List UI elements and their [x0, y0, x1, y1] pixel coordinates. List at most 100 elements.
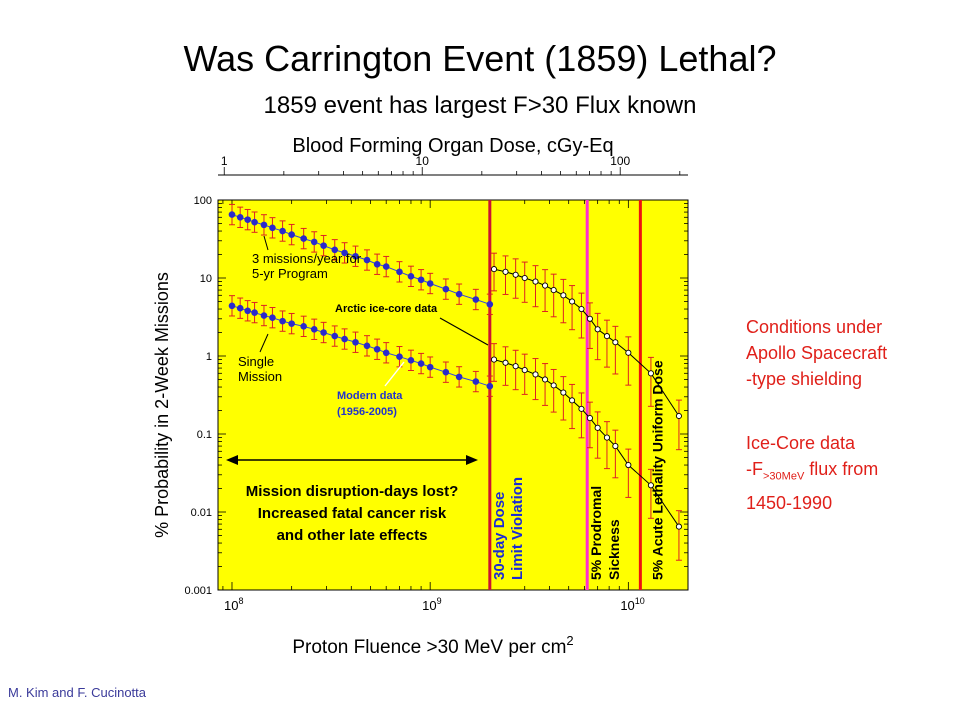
y-tick-label: 0.01 — [191, 507, 212, 519]
top-tick-label: 10 — [416, 154, 430, 168]
data-point — [331, 332, 339, 340]
data-point — [586, 315, 593, 322]
data-point — [279, 227, 286, 235]
data-point — [550, 382, 557, 389]
plot-area — [217, 199, 689, 591]
data-point — [300, 235, 307, 242]
data-point — [560, 292, 567, 299]
annotation-single-mission: Mission — [238, 369, 282, 384]
ice-core-note-line2: -F>30MeV flux from — [746, 459, 879, 483]
data-point — [382, 349, 390, 357]
data-point — [455, 290, 463, 298]
data-point — [341, 335, 348, 343]
data-point — [472, 296, 480, 303]
data-point — [269, 224, 276, 232]
data-point — [300, 323, 307, 330]
threshold-label-text: 30-day Dose — [491, 492, 508, 580]
data-point — [594, 326, 601, 333]
x-tick-label: 109 — [422, 596, 441, 613]
y-axis-title: % Probability in 2-Week Missions — [152, 272, 172, 538]
data-point — [521, 274, 528, 282]
data-point — [417, 360, 425, 367]
threshold-label-text: Limit Violation — [509, 477, 526, 580]
threshold-label: 5% Prodromal Sickness — [588, 486, 622, 580]
range-arrow-head — [466, 455, 478, 465]
data-point — [407, 357, 415, 364]
disruption-annotation: Increased fatal cancer risk — [258, 505, 447, 522]
data-point — [341, 249, 348, 257]
data-point — [244, 307, 251, 315]
data-point — [373, 345, 381, 353]
ice-core-note-line1: Ice-Core data — [746, 433, 856, 453]
data-point — [244, 216, 251, 223]
data-point — [228, 211, 236, 218]
annotation-three-missions: 3 missions/year for — [252, 251, 362, 266]
data-point — [578, 405, 585, 412]
y-tick-label: 100 — [194, 195, 212, 207]
data-point — [228, 302, 236, 310]
data-point — [625, 349, 632, 356]
data-point — [310, 238, 318, 246]
data-point — [236, 304, 244, 312]
annotation-pointer — [263, 235, 269, 251]
data-point — [426, 280, 434, 287]
data-point — [594, 424, 601, 431]
data-point — [260, 312, 268, 319]
data-point — [603, 333, 611, 340]
data-point — [363, 256, 371, 264]
data-point — [512, 271, 519, 278]
annotation-modern: (1956-2005) — [337, 406, 397, 418]
data-point — [288, 320, 295, 327]
data-point — [251, 218, 258, 226]
data-point — [675, 523, 682, 530]
shielding-note-line: -type shielding — [746, 369, 863, 389]
data-point — [251, 309, 258, 316]
shielding-note: Conditions under Apollo Spacecraft -type… — [746, 314, 887, 392]
ice-core-note-line3: 1450-1990 — [746, 492, 833, 513]
data-point — [486, 301, 494, 308]
data-point — [320, 242, 327, 249]
data-point — [320, 329, 327, 336]
data-point — [288, 231, 295, 238]
data-point — [512, 363, 519, 370]
disruption-annotation: Mission disruption-days lost? — [246, 483, 459, 500]
x-tick-label: 108 — [224, 596, 243, 613]
data-point — [625, 461, 632, 469]
top-tick-label: 100 — [610, 154, 630, 168]
data-point — [647, 482, 654, 489]
disruption-annotation: and other late effects — [277, 527, 428, 544]
y-tick-label: 1 — [206, 351, 212, 363]
data-point — [550, 287, 557, 294]
x-axis-title: Proton Fluence >30 MeV per cm2 — [292, 633, 573, 658]
shielding-note-line: Conditions under — [746, 317, 883, 337]
data-point — [442, 368, 450, 376]
y-tick-label: 0.1 — [197, 429, 212, 441]
data-point — [352, 252, 359, 260]
data-point — [560, 389, 567, 396]
data-point — [269, 314, 276, 321]
data-point — [532, 278, 539, 285]
data-point — [603, 434, 611, 441]
author-credit: M. Kim and F. Cucinotta — [8, 685, 146, 700]
annotation-pointer — [439, 317, 489, 346]
data-point — [417, 276, 425, 284]
data-point — [260, 221, 268, 229]
data-point — [612, 339, 619, 346]
data-point — [236, 214, 244, 221]
data-point — [542, 282, 549, 289]
data-point — [426, 363, 434, 371]
annotation-single-mission: Single — [238, 354, 274, 369]
threshold-label-text: 5% Prodromal — [588, 486, 604, 580]
slide-subtitle: 1859 event has largest F>30 Flux known — [263, 92, 697, 119]
threshold-label-text: Sickness — [606, 519, 622, 580]
data-point — [675, 412, 682, 420]
data-point — [472, 378, 480, 385]
annotation-pointer — [384, 361, 405, 387]
data-point — [502, 359, 509, 366]
data-point — [373, 260, 381, 268]
y-tick-label: 10 — [200, 273, 212, 285]
data-point — [407, 273, 415, 280]
data-point — [578, 305, 585, 313]
top-axis-title: Blood Forming Organ Dose, cGy-Eq — [292, 135, 613, 157]
data-point — [396, 353, 403, 360]
